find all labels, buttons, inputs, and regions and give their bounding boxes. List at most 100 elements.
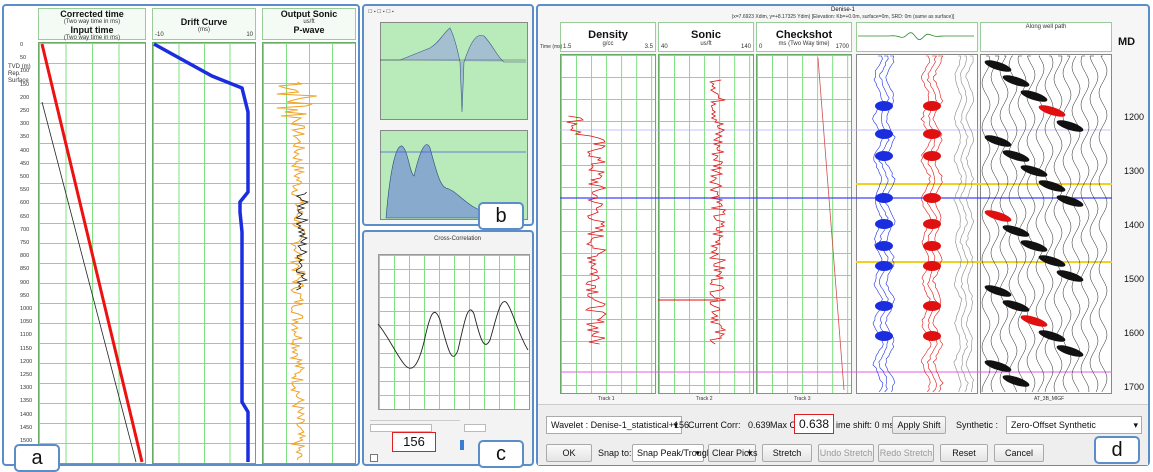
redo-stretch-button[interactable]: Redo Stretch	[878, 444, 934, 462]
checkbox-1[interactable]	[370, 454, 378, 462]
depth-tick: 700	[20, 226, 30, 233]
seismic-peak	[1002, 75, 1030, 87]
ok-button[interactable]: OK	[546, 444, 592, 462]
panel-b-badge: b	[478, 202, 524, 230]
depth-tick: 750	[20, 240, 30, 246]
depth-tick: 250	[20, 108, 30, 114]
wavelet-trace-gray	[965, 55, 975, 393]
wavelet-lobe	[923, 261, 941, 271]
seismic-footer: AT_3B_MIGF	[1034, 396, 1065, 402]
seismic-trace	[981, 55, 991, 392]
shift-value-box[interactable]: 156	[392, 432, 436, 452]
control-row-3[interactable]	[464, 424, 486, 432]
seismic-trace	[1098, 55, 1108, 393]
chevron-down-icon: ▾	[747, 448, 752, 458]
depth-tick: 1400	[20, 411, 33, 418]
wavelet-lobe	[875, 193, 893, 203]
correlation-curve	[377, 301, 529, 369]
wavelet-header	[856, 22, 978, 52]
depth-tick: 550	[20, 187, 30, 194]
depth-tick: 1050	[20, 319, 33, 326]
snap-to-label: Snap to:	[598, 448, 632, 458]
depth-tick: 0	[20, 42, 24, 48]
clear-picks-button[interactable]: Clear Picks ▾	[708, 444, 758, 462]
seismic-trace	[1089, 55, 1099, 393]
md-tick: 1400	[1124, 220, 1145, 230]
toolbar-checkbox-1[interactable]: ☐ ▪ ☐ ▪ ☐ ▪	[368, 9, 394, 15]
sonic-header: Sonic us/ft 40 140	[658, 22, 754, 52]
wavelet-lobe	[875, 301, 893, 311]
md-tick: 1600	[1124, 328, 1145, 338]
depth-axis-label: TVD (m) Rep. Surface	[8, 64, 31, 84]
md-tick: 1200	[1124, 112, 1145, 122]
seismic-peak	[1056, 270, 1084, 282]
time-curves	[40, 43, 144, 463]
depth-tick: 900	[20, 279, 30, 286]
wavelet-lobe	[875, 219, 893, 229]
wavelet-lobe	[923, 241, 941, 251]
log-overlays	[560, 32, 1112, 393]
depth-tick: 1250	[20, 372, 33, 378]
depth-tick: 200	[20, 94, 30, 101]
drift-curve-title: Drift Curve	[180, 17, 228, 27]
wavelet-lobe	[875, 241, 893, 251]
wavelet-lobe	[923, 101, 941, 111]
corrected-time-title: Corrected time	[60, 9, 124, 19]
panel-c: Cross-Correlation 156 c	[362, 230, 534, 468]
control-row-1[interactable]	[370, 414, 460, 421]
undo-stretch-button[interactable]: Undo Stretch	[818, 444, 874, 462]
seismic-peak	[1056, 120, 1084, 132]
seismic-trace	[1008, 55, 1018, 393]
seismic-peak	[1020, 240, 1048, 252]
max-corr-label: Max Corr:	[770, 420, 810, 430]
seismic-trace	[999, 55, 1009, 393]
sonic-title: Sonic	[691, 29, 721, 41]
sonic-trace	[276, 81, 317, 461]
current-corr-label: Current Corr:	[688, 420, 741, 430]
seismic-trace	[1017, 55, 1027, 393]
seismic-peak	[1038, 255, 1066, 267]
seismic-peak	[1020, 165, 1048, 177]
time-track-header: Corrected time (Two way time in ms) Inpu…	[38, 8, 146, 41]
chevron-down-icon: ▾	[695, 448, 700, 458]
control-row-2[interactable]	[370, 424, 432, 432]
cancel-button[interactable]: Cancel	[994, 444, 1044, 462]
wavelet-lobe	[923, 331, 941, 341]
reset-button[interactable]: Reset	[940, 444, 988, 462]
depth-tick: 1100	[20, 332, 32, 339]
shift-slider[interactable]	[460, 440, 464, 450]
density-plot	[560, 54, 656, 394]
depth-tick: 100	[20, 68, 30, 75]
depth-tick: 50	[20, 55, 27, 62]
wavelet-select[interactable]: Wavelet : Denise-1_statistical+156 ▾	[546, 416, 689, 434]
wavelet-lobe	[875, 129, 893, 139]
time-axis-label: Time (ms)	[540, 44, 563, 50]
well-subtitle: (x=7.6923 Xdim, y=+8.17325 Ydim) [Elevat…	[731, 14, 955, 20]
sonic-plot	[262, 42, 356, 464]
seismic-peak	[1020, 90, 1048, 102]
spectrum-plot-top	[380, 22, 528, 120]
wavelet-lobe	[875, 101, 893, 111]
depth-tick: 150	[20, 81, 30, 88]
seismic-peak	[1038, 330, 1066, 342]
wavelet-lobe	[875, 261, 893, 271]
sonic-track-plot	[658, 54, 754, 394]
seismic-peak	[1038, 180, 1066, 192]
panel-b: ☐ ▪ ☐ ▪ ☐ ▪ b	[362, 4, 534, 230]
drift-curve	[153, 42, 250, 462]
apply-shift-button[interactable]: Apply Shift	[892, 416, 946, 434]
seismic-peak	[984, 285, 1012, 297]
wavelet-lobe	[923, 301, 941, 311]
well-title: Denise-1	[830, 7, 855, 13]
seismic-trace	[1071, 55, 1081, 393]
seismic-trace	[990, 55, 1000, 393]
depth-tick: 500	[20, 174, 30, 180]
wavelet-lobe	[875, 151, 893, 161]
synthetic-label: Synthetic :	[956, 420, 999, 430]
stretch-button[interactable]: Stretch	[762, 444, 812, 462]
wavelet-lobe	[875, 331, 893, 341]
seismic-trace	[1080, 55, 1090, 392]
md-label: MD	[1118, 36, 1136, 48]
synthetic-select[interactable]: Zero-Offset Synthetic ▾	[1006, 416, 1142, 434]
snap-select[interactable]: Snap Peak/Trough ▾	[632, 444, 712, 462]
